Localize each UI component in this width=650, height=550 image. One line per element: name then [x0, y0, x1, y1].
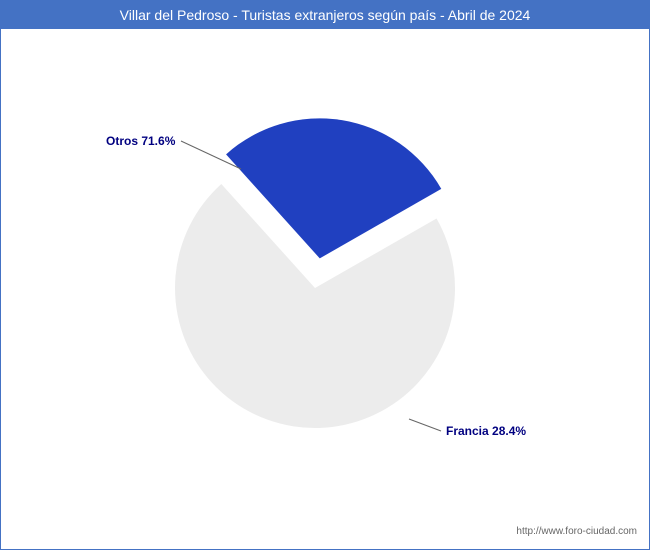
chart-area: Otros 71.6% Francia 28.4% http://www.foro…: [1, 29, 649, 545]
pie-chart: [0, 28, 650, 546]
slice-label-francia: Francia 28.4%: [446, 424, 526, 438]
slice-label-otros: Otros 71.6%: [106, 134, 175, 148]
chart-title: Villar del Pedroso - Turistas extranjero…: [1, 1, 649, 29]
attribution-text: http://www.foro-ciudad.com: [516, 526, 637, 537]
chart-container: Villar del Pedroso - Turistas extranjero…: [0, 0, 650, 550]
